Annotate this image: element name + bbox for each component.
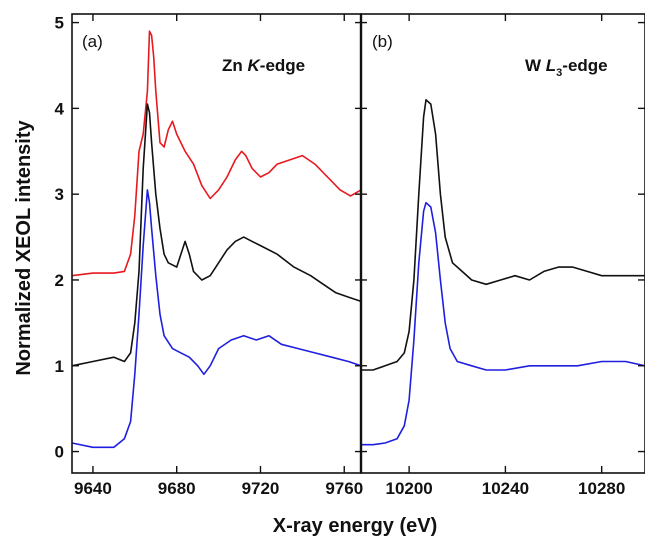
panel-b-edge-label: W L3-edge	[525, 56, 608, 79]
panel-a-series-line-0	[71, 30, 362, 277]
panel-b-plot: 10200 10240 10280	[360, 13, 645, 498]
x-tick-label: 9760	[325, 479, 363, 498]
y-axis-title: Normalized XEOL intensity	[13, 120, 35, 376]
panel-a-label: (a)	[82, 32, 103, 51]
panel-a-frame	[71, 13, 362, 474]
y-tick-label: 3	[55, 185, 64, 204]
panel-b-series-line-1	[361, 201, 645, 446]
y-tick-label: 0	[55, 443, 64, 462]
x-tick-label: 9720	[242, 479, 280, 498]
panel-a-edge-label: Zn K-edge	[222, 56, 305, 75]
x-tick-label: 10240	[482, 479, 529, 498]
y-tick-label: 5	[55, 14, 64, 33]
x-axis-title: X-ray energy (eV)	[273, 515, 438, 537]
panel-a-plot: 9640 9680 9720 9760	[71, 13, 363, 498]
panel-b-frame	[360, 13, 645, 474]
panel-a-series-line-2	[71, 189, 362, 449]
panel-b-label: (b)	[372, 32, 393, 51]
x-tick-label: 9640	[74, 479, 112, 498]
y-tick-label: 1	[55, 357, 64, 376]
x-tick-label: 10200	[385, 479, 432, 498]
x-tick-label: 10280	[578, 479, 625, 498]
y-tick-label: 2	[55, 271, 64, 290]
panel-b-series-line-0	[361, 99, 645, 371]
x-tick-label: 9680	[158, 479, 196, 498]
y-tick-label: 4	[55, 99, 65, 118]
panel-a-series-line-1	[71, 103, 362, 367]
